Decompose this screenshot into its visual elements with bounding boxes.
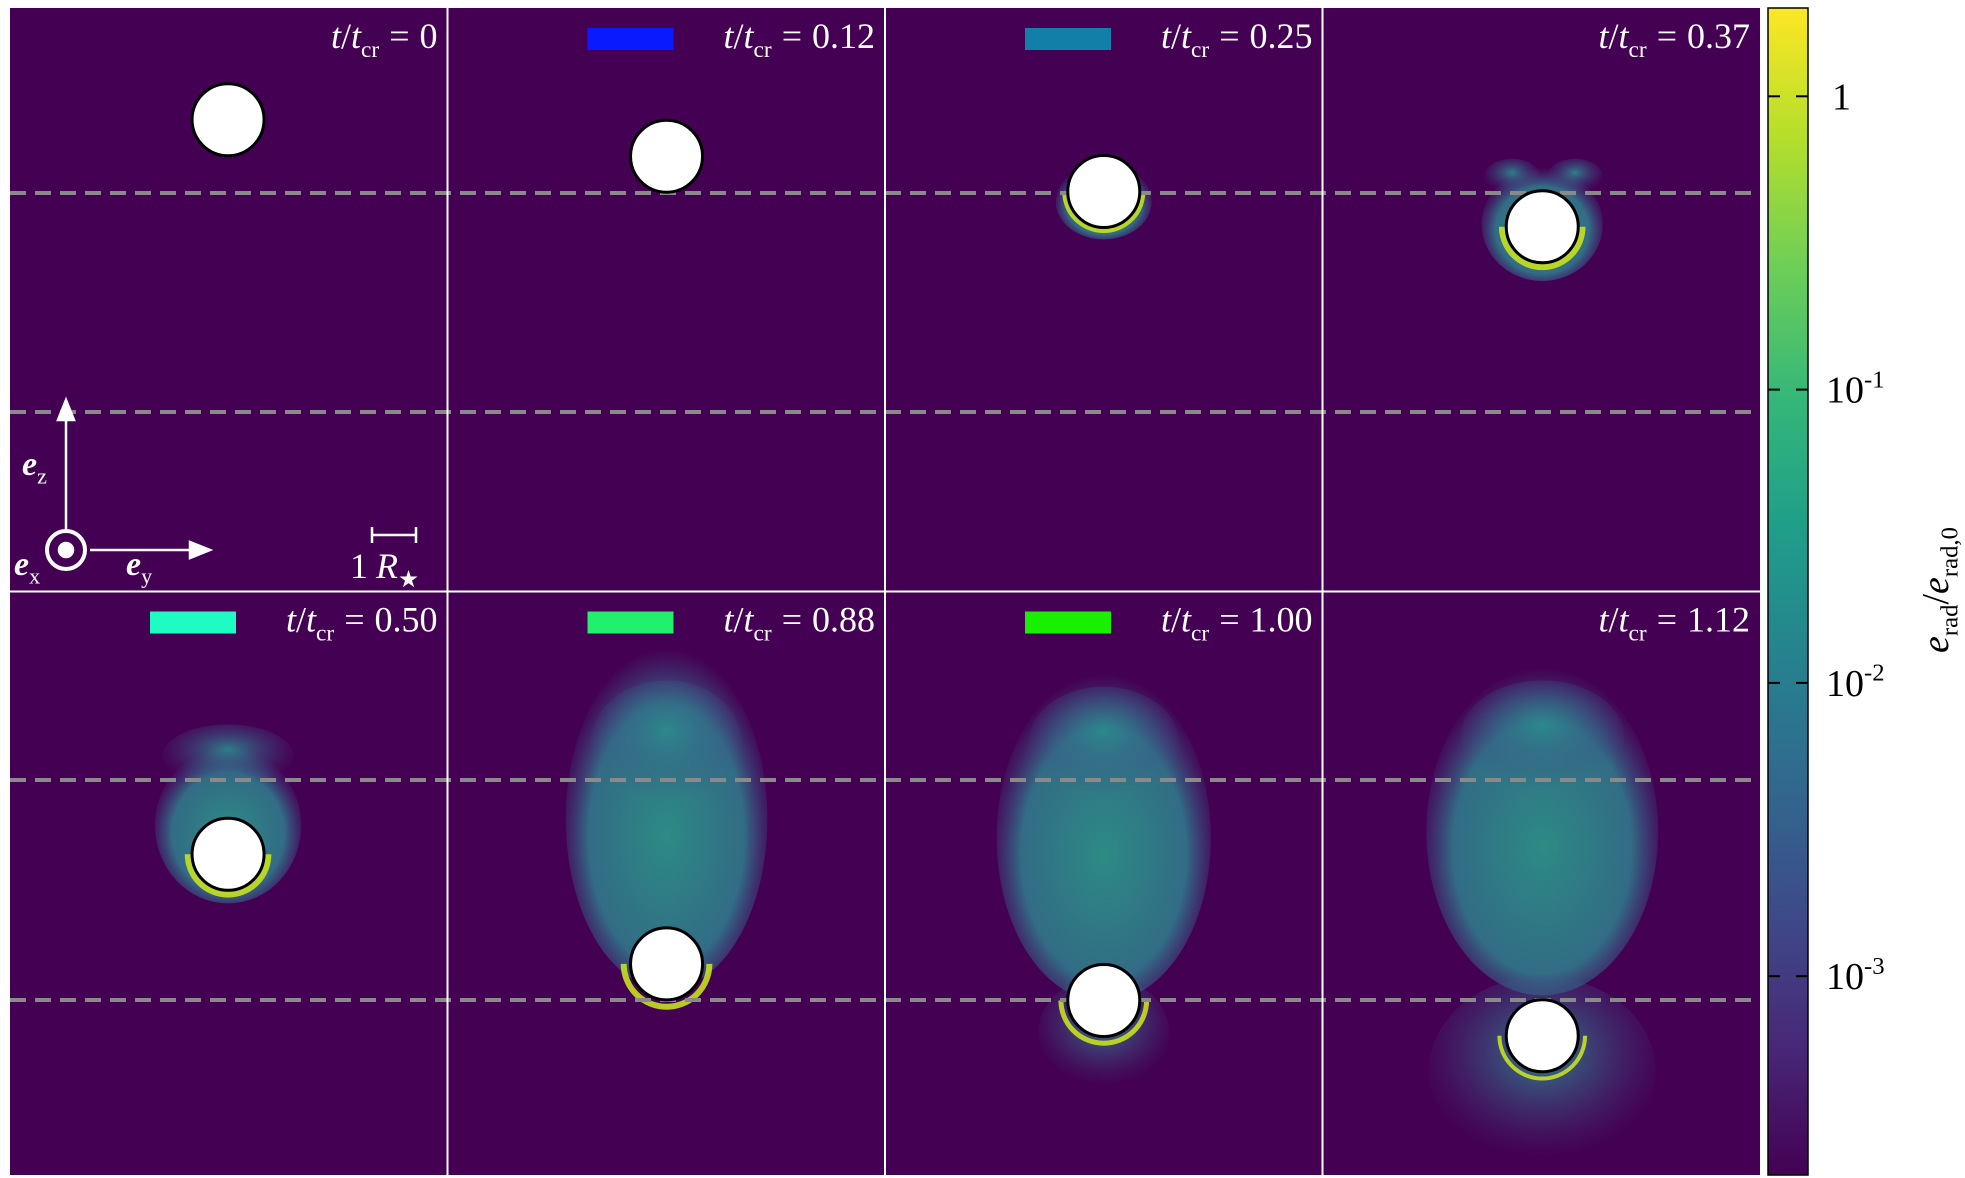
label-part: 10 xyxy=(1826,663,1864,705)
label-part: 10 xyxy=(1826,370,1864,412)
emission-region xyxy=(1484,159,1539,194)
label-part: rad xyxy=(1937,604,1964,636)
label-part: 1.12 xyxy=(1687,600,1750,640)
label-part: / xyxy=(1608,600,1618,640)
label-part: / xyxy=(1608,16,1618,56)
legend-swatch xyxy=(1025,612,1111,634)
label-part: cr xyxy=(754,37,772,63)
legend-swatch xyxy=(150,612,236,634)
label-part: = xyxy=(1657,600,1677,640)
label-part: e xyxy=(14,546,29,583)
colorbar xyxy=(1768,8,1808,1175)
label-part: = xyxy=(1219,600,1239,640)
body xyxy=(1506,191,1578,263)
colorbar-tick-label: 1 xyxy=(1832,76,1851,118)
legend-swatch xyxy=(588,612,674,634)
label-part: e xyxy=(126,546,141,583)
time-label: t/tcr=0.12 xyxy=(723,16,875,63)
body xyxy=(1068,964,1140,1036)
body xyxy=(631,928,703,1000)
label-part: = xyxy=(782,600,802,640)
label-part: = xyxy=(344,600,364,640)
time-label: t/tcr=1.00 xyxy=(1161,600,1313,647)
colorbar-tick-label: 10-3 xyxy=(1826,953,1885,998)
label-part: 0.50 xyxy=(375,600,438,640)
label-part: 0 xyxy=(420,16,438,56)
body xyxy=(631,120,703,192)
label-part: x xyxy=(29,564,40,589)
emission-region xyxy=(1460,680,1624,793)
label-part: = xyxy=(389,16,409,56)
label-part: cr xyxy=(1629,621,1647,647)
label-part: R xyxy=(375,546,398,586)
label-part: e xyxy=(22,446,37,483)
label-part: cr xyxy=(1191,37,1209,63)
label-part: 0.37 xyxy=(1687,16,1750,56)
emission-region xyxy=(1028,687,1179,800)
label-part: 0.12 xyxy=(812,16,875,56)
label-part: cr xyxy=(361,37,379,63)
label-part: rad,0 xyxy=(1937,527,1964,577)
label-part: z xyxy=(37,464,47,489)
label-part: 1 xyxy=(350,546,368,586)
label-part: -1 xyxy=(1864,366,1885,393)
body xyxy=(192,84,264,156)
label-part: e xyxy=(1915,636,1957,653)
emission-region xyxy=(591,680,742,806)
body xyxy=(1506,1000,1578,1072)
body xyxy=(192,818,264,890)
label-part: -2 xyxy=(1864,660,1885,687)
label-part: -3 xyxy=(1864,953,1885,980)
label-part: / xyxy=(733,16,743,56)
label-part: y xyxy=(141,564,152,589)
label-part: / xyxy=(1915,594,1957,605)
out-of-plane-dot xyxy=(59,543,73,557)
time-label: t/tcr=0.25 xyxy=(1161,16,1313,63)
legend-swatch xyxy=(1025,28,1111,50)
colorbar-label: erad/erad,0 xyxy=(1915,527,1964,653)
label-part: = xyxy=(1657,16,1677,56)
label-part: ★ xyxy=(398,567,419,593)
colorbar-tick-label: 10-2 xyxy=(1826,660,1885,705)
label-part: / xyxy=(1171,600,1181,640)
time-label: t/tcr=0.88 xyxy=(723,600,875,647)
time-label: t/tcr=0.50 xyxy=(286,600,438,647)
label-part: / xyxy=(296,600,306,640)
colorbar-tick-label: 10-1 xyxy=(1826,366,1885,411)
label-part: 10 xyxy=(1826,956,1864,998)
label-part: 1.00 xyxy=(1250,600,1313,640)
emission-region xyxy=(1547,159,1602,194)
label-part: 0.88 xyxy=(812,600,875,640)
label-part: cr xyxy=(754,621,772,647)
time-label: t/tcr=0.37 xyxy=(1598,16,1750,63)
label-part: / xyxy=(733,600,743,640)
label-part: cr xyxy=(1191,621,1209,647)
label-part: / xyxy=(341,16,351,56)
label-part: = xyxy=(782,16,802,56)
body xyxy=(1068,156,1140,228)
label-part: 0.25 xyxy=(1250,16,1313,56)
legend-swatch xyxy=(588,28,674,50)
label-part: cr xyxy=(1629,37,1647,63)
time-label: t/tcr=1.12 xyxy=(1598,600,1750,647)
label-part: e xyxy=(1915,577,1957,594)
label-part: cr xyxy=(316,621,334,647)
label-part: / xyxy=(1171,16,1181,56)
figure: t/tcr=0t/tcr=0.12t/tcr=0.25t/tcr=0.37t/t… xyxy=(0,0,1965,1178)
label-part: = xyxy=(1219,16,1239,56)
